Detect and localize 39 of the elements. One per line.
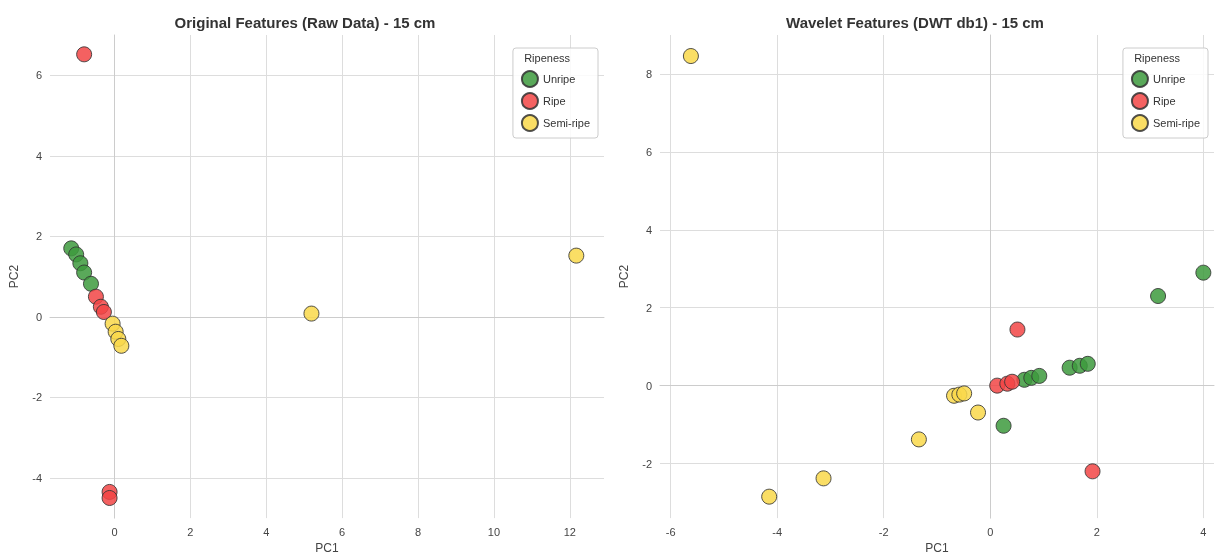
- legend-label: Unripe: [1152, 73, 1186, 85]
- y-axis-title: PC2: [617, 264, 631, 289]
- legend-label: Ripe: [1152, 95, 1176, 107]
- x-tick-label: 2: [187, 525, 194, 538]
- x-axis-title: PC1: [925, 541, 949, 555]
- x-tick-label: -6: [665, 525, 676, 538]
- y-tick-label: -2: [32, 391, 42, 404]
- legend-title: Ripeness: [524, 51, 571, 64]
- legend-label: Ripe: [542, 95, 566, 107]
- legend-label: Unripe: [542, 73, 576, 85]
- y-tick-label: 6: [645, 145, 652, 158]
- y-tick-label: -4: [32, 471, 42, 484]
- y-tick-label: 0: [35, 310, 42, 323]
- x-tick-label: 4: [263, 525, 270, 538]
- chart-title: Wavelet Features (DWT db1) - 15 cm: [786, 14, 1044, 31]
- y-tick-label: 8: [645, 67, 652, 80]
- x-tick-label: 10: [487, 525, 501, 538]
- y-tick-label: 2: [645, 301, 652, 314]
- x-tick-label: 8: [415, 525, 422, 538]
- legend-title: Ripeness: [1134, 51, 1181, 64]
- x-axis-title: PC1: [315, 541, 339, 555]
- legend-label: Semi-ripe: [1152, 117, 1201, 129]
- x-tick-label: 12: [563, 525, 576, 538]
- x-tick-label: -2: [878, 525, 889, 538]
- y-tick-label: -2: [642, 457, 652, 470]
- x-tick-label: 2: [1093, 525, 1100, 538]
- x-tick-label: 0: [111, 525, 118, 538]
- legend-label: Semi-ripe: [542, 117, 591, 129]
- x-tick-label: 0: [987, 525, 994, 538]
- chart-title: Original Features (Raw Data) - 15 cm: [174, 14, 436, 31]
- y-tick-label: 4: [645, 223, 652, 236]
- x-tick-label: 6: [339, 525, 346, 538]
- x-tick-label: 4: [1200, 525, 1207, 538]
- y-tick-label: 2: [35, 230, 42, 243]
- y-tick-label: 4: [35, 149, 42, 162]
- x-tick-label: -4: [772, 525, 783, 538]
- y-tick-label: 0: [645, 379, 652, 392]
- y-tick-label: 6: [35, 69, 42, 82]
- y-axis-title: PC2: [7, 264, 21, 289]
